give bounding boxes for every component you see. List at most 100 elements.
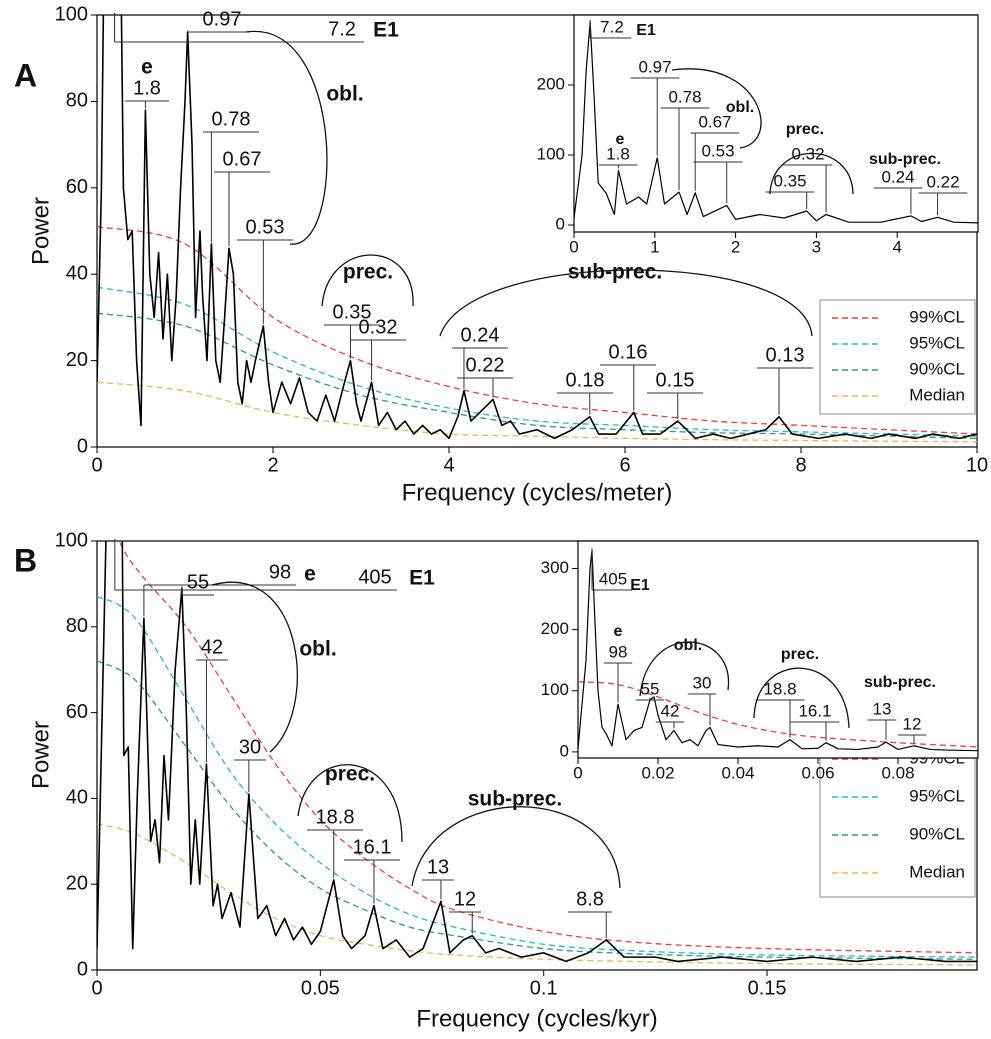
peak-label: 98: [609, 642, 628, 661]
peak-label: 0.78: [212, 108, 251, 130]
panel-label: B: [14, 542, 37, 578]
y-tick-label: 60: [66, 176, 88, 198]
peak-label: 7.2: [600, 17, 624, 36]
peak-leader: [655, 721, 685, 729]
group-label: e: [304, 563, 316, 586]
y-tick-label: 0: [77, 958, 88, 980]
peak-label: 0.97: [203, 8, 242, 30]
legend-label: 95%CL: [909, 333, 965, 352]
group-label: obl.: [326, 83, 363, 106]
peak-leader: [350, 339, 406, 381]
group-label: obl.: [674, 637, 702, 654]
peak-leader: [422, 879, 454, 900]
group-arc: [769, 152, 854, 195]
peak-label: 30: [239, 736, 261, 758]
plot-frame: [577, 540, 979, 759]
peak-leader: [452, 347, 508, 389]
x-tick-label: 0.1: [530, 977, 558, 999]
peak-leader: [635, 697, 665, 701]
peak-leader: [598, 164, 638, 169]
peak-label: 30: [693, 673, 712, 692]
spectrum-line: [97, 541, 977, 963]
group-label: prec.: [786, 121, 824, 138]
peak-leader: [647, 392, 703, 420]
peak-label: 405: [599, 569, 627, 588]
peak-label: 42: [201, 636, 223, 658]
y-tick-label: 100: [541, 680, 569, 699]
peak-leader: [203, 131, 259, 242]
group-label: obl.: [726, 99, 754, 116]
peak-leader: [557, 392, 613, 415]
peak-label: 16.1: [798, 701, 831, 720]
peak-leader: [757, 367, 813, 415]
peak-leader: [324, 324, 380, 359]
group-arc: [211, 581, 298, 753]
x-tick-label: 0.15: [748, 977, 787, 999]
group-label: prec.: [325, 763, 375, 786]
y-tick-label: 100: [55, 3, 88, 25]
peak-label: 0.53: [701, 141, 734, 160]
x-tick-label: 0: [573, 764, 582, 783]
group-arc: [411, 806, 621, 889]
x-tick-label: 4: [892, 238, 901, 257]
peak-leader: [449, 911, 481, 934]
group-label: sub-prec.: [468, 788, 563, 811]
legend-label: 90%CL: [909, 824, 965, 843]
x-tick-label: 6: [619, 454, 630, 476]
peak-leader: [457, 377, 513, 398]
peak-label: 7.2: [328, 18, 356, 40]
confidence-curve: [97, 596, 977, 958]
peak-leader: [237, 239, 293, 325]
y-axis-label: Power: [27, 197, 54, 265]
group-label: prec.: [343, 261, 393, 284]
y-tick-label: 100: [537, 144, 565, 163]
group-label: E1: [373, 19, 399, 42]
spectrum-line: [97, 15, 977, 440]
group-label: E1: [409, 567, 435, 590]
group-arc: [297, 764, 403, 843]
peak-leader: [196, 659, 228, 763]
peak-leader: [897, 734, 927, 744]
group-arc: [245, 31, 328, 245]
x-axis-label: Frequency (cycles/kyr): [416, 1005, 657, 1032]
peak-label: 0.15: [656, 369, 695, 391]
y-tick-label: 300: [541, 558, 569, 577]
peak-leader: [755, 699, 805, 738]
peak-label: 0.22: [466, 354, 505, 376]
x-tick-label: 8: [795, 454, 806, 476]
panel-label: A: [14, 57, 37, 93]
y-tick-label: 80: [66, 90, 88, 112]
group-label: E1: [636, 22, 656, 39]
peak-label: 0.32: [359, 316, 398, 338]
peak-leader: [591, 548, 633, 591]
x-tick-label: 0: [569, 238, 578, 257]
peak-label: 0.13: [766, 344, 805, 366]
y-axis-label: Power: [27, 721, 54, 789]
peak-label: 405: [358, 566, 391, 588]
group-arc: [639, 641, 730, 697]
peak-label: 0.35: [773, 171, 806, 190]
peak-label: 18.8: [763, 679, 796, 698]
confidence-curve: [97, 286, 977, 437]
peak-label: 0.16: [609, 341, 648, 363]
peak-label: 0.67: [223, 148, 262, 170]
peak-leader: [918, 192, 968, 216]
legend-label: Median: [909, 862, 965, 881]
peak-leader: [344, 859, 400, 904]
peak-label: 0.67: [698, 112, 731, 131]
group-arc: [671, 68, 762, 149]
legend-box: [819, 299, 976, 415]
peak-label: 16.1: [353, 836, 392, 858]
x-tick-label: 0: [91, 454, 102, 476]
y-tick-label: 20: [66, 349, 88, 371]
peak-label: 13: [427, 856, 449, 878]
y-tick-label: 0: [77, 435, 88, 457]
peak-label: 42: [661, 701, 680, 720]
peak-label: 98: [269, 561, 291, 583]
peak-leader: [765, 191, 815, 209]
group-label: sub-prec.: [568, 261, 663, 284]
x-tick-label: 3: [812, 238, 821, 257]
peak-label: 13: [873, 699, 892, 718]
y-tick-label: 60: [66, 701, 88, 723]
